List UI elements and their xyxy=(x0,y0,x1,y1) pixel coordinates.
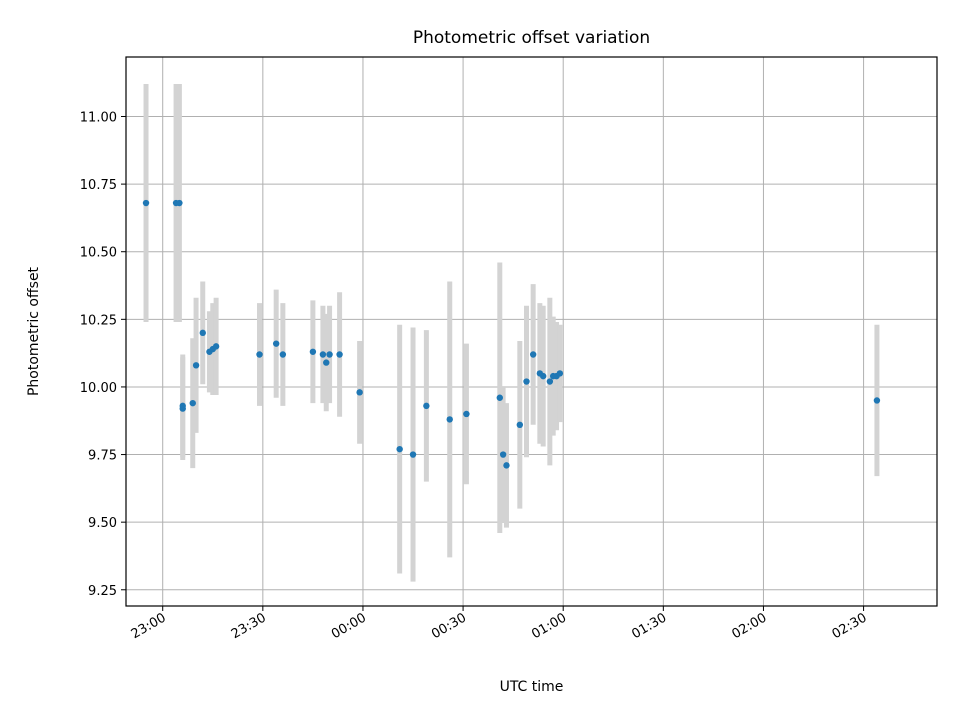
data-point xyxy=(272,340,280,347)
data-point xyxy=(423,402,430,410)
y-tick-label: 9.25 xyxy=(88,584,117,599)
data-point xyxy=(256,351,263,358)
data-point xyxy=(409,451,417,458)
y-tick-label: 10.25 xyxy=(80,313,117,328)
y-tick-label: 10.00 xyxy=(80,381,117,396)
data-point xyxy=(546,378,554,385)
chart-title: Photometric offset variation xyxy=(413,28,650,48)
data-point xyxy=(496,394,503,401)
plot-frame xyxy=(125,56,938,607)
data-point xyxy=(516,421,524,429)
data-point xyxy=(309,348,317,355)
data-point xyxy=(279,351,287,358)
data-point xyxy=(192,362,200,369)
data-point xyxy=(212,343,220,350)
data-point xyxy=(539,372,547,380)
data-point xyxy=(323,359,330,366)
data-point xyxy=(142,199,150,207)
data-point xyxy=(523,378,530,385)
y-tick-label: 9.75 xyxy=(88,449,117,464)
data-point xyxy=(336,351,343,358)
data-point xyxy=(446,416,453,423)
y-tick-label: 10.75 xyxy=(80,178,117,193)
y-tick-label: 9.50 xyxy=(88,516,117,531)
data-points xyxy=(142,199,881,469)
data-point xyxy=(463,410,470,418)
y-tick-label: 11.00 xyxy=(80,110,117,125)
data-point xyxy=(176,199,183,207)
data-point xyxy=(179,405,186,412)
data-point xyxy=(396,445,403,453)
grid xyxy=(126,57,937,606)
data-point xyxy=(319,351,327,358)
data-point xyxy=(873,397,881,404)
data-point xyxy=(529,351,537,358)
x-axis-title: UTC time xyxy=(500,679,564,695)
data-point xyxy=(356,389,363,396)
data-point xyxy=(499,451,507,458)
data-point xyxy=(199,329,206,337)
y-axis-title: Photometric offset xyxy=(26,266,42,396)
data-point xyxy=(326,351,333,358)
data-point xyxy=(189,399,196,407)
data-point xyxy=(556,370,564,377)
y-axis: 9.25 9.50 9.75 10.00 10.25 10.50 10.75 11.00 xyxy=(80,110,126,599)
data-point xyxy=(503,462,510,469)
y-tick-label: 10.50 xyxy=(80,246,117,261)
